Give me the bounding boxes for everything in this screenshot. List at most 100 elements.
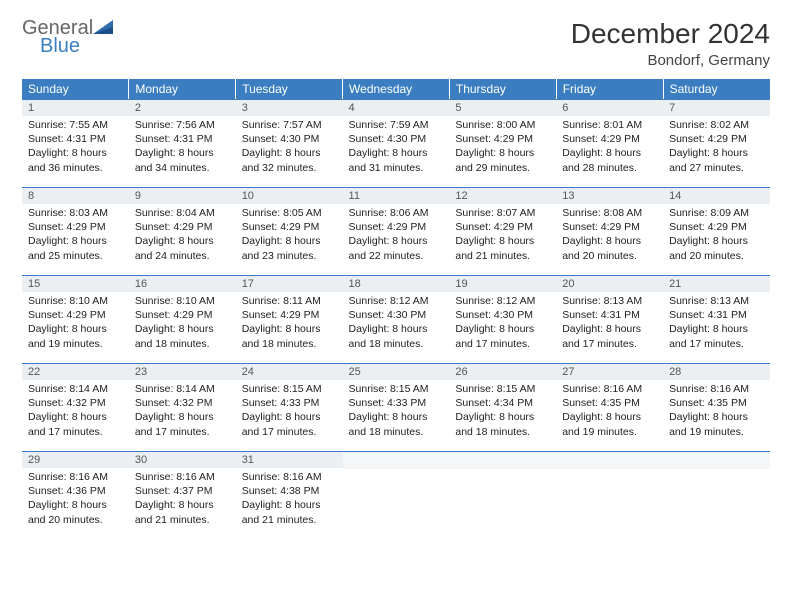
daylight-line-1: Daylight: 8 hours [669, 322, 764, 336]
logo-word-2: Blue [40, 36, 93, 56]
logo-text: General Blue [22, 18, 93, 56]
day-details: Sunrise: 8:05 AMSunset: 4:29 PMDaylight:… [236, 204, 343, 267]
day-number: 29 [22, 451, 129, 468]
day-details: Sunrise: 8:12 AMSunset: 4:30 PMDaylight:… [449, 292, 556, 355]
sunrise-line: Sunrise: 8:00 AM [455, 118, 550, 132]
daylight-line-2: and 22 minutes. [349, 249, 444, 263]
day-number: 20 [556, 275, 663, 292]
day-cell: 17Sunrise: 8:11 AMSunset: 4:29 PMDayligh… [236, 275, 343, 363]
day-cell: 13Sunrise: 8:08 AMSunset: 4:29 PMDayligh… [556, 187, 663, 275]
day-number: 1 [22, 99, 129, 116]
sunrise-line: Sunrise: 7:55 AM [28, 118, 123, 132]
day-number: 11 [343, 187, 450, 204]
daylight-line-1: Daylight: 8 hours [562, 410, 657, 424]
sunset-line: Sunset: 4:29 PM [242, 220, 337, 234]
day-cell: 15Sunrise: 8:10 AMSunset: 4:29 PMDayligh… [22, 275, 129, 363]
day-number: 15 [22, 275, 129, 292]
daylight-line-1: Daylight: 8 hours [455, 322, 550, 336]
sunrise-line: Sunrise: 8:02 AM [669, 118, 764, 132]
sunset-line: Sunset: 4:31 PM [135, 132, 230, 146]
day-header: Tuesday [236, 79, 343, 99]
sunset-line: Sunset: 4:29 PM [28, 308, 123, 322]
daylight-line-2: and 31 minutes. [349, 161, 444, 175]
day-cell: 20Sunrise: 8:13 AMSunset: 4:31 PMDayligh… [556, 275, 663, 363]
sunrise-line: Sunrise: 8:15 AM [242, 382, 337, 396]
day-details: Sunrise: 8:14 AMSunset: 4:32 PMDaylight:… [129, 380, 236, 443]
daylight-line-2: and 17 minutes. [562, 337, 657, 351]
day-number: 19 [449, 275, 556, 292]
day-number: 31 [236, 451, 343, 468]
daylight-line-1: Daylight: 8 hours [242, 146, 337, 160]
day-number: 6 [556, 99, 663, 116]
day-number: 18 [343, 275, 450, 292]
sunset-line: Sunset: 4:38 PM [242, 484, 337, 498]
day-number-empty [663, 451, 770, 469]
day-cell: 18Sunrise: 8:12 AMSunset: 4:30 PMDayligh… [343, 275, 450, 363]
sunrise-line: Sunrise: 7:56 AM [135, 118, 230, 132]
day-cell: 7Sunrise: 8:02 AMSunset: 4:29 PMDaylight… [663, 99, 770, 187]
daylight-line-1: Daylight: 8 hours [28, 410, 123, 424]
sunset-line: Sunset: 4:30 PM [455, 308, 550, 322]
day-cell: 26Sunrise: 8:15 AMSunset: 4:34 PMDayligh… [449, 363, 556, 451]
sunrise-line: Sunrise: 7:57 AM [242, 118, 337, 132]
week-row: 15Sunrise: 8:10 AMSunset: 4:29 PMDayligh… [22, 275, 770, 363]
day-cell: 11Sunrise: 8:06 AMSunset: 4:29 PMDayligh… [343, 187, 450, 275]
sunset-line: Sunset: 4:29 PM [669, 132, 764, 146]
day-cell: 16Sunrise: 8:10 AMSunset: 4:29 PMDayligh… [129, 275, 236, 363]
day-cell: 19Sunrise: 8:12 AMSunset: 4:30 PMDayligh… [449, 275, 556, 363]
day-cell: 25Sunrise: 8:15 AMSunset: 4:33 PMDayligh… [343, 363, 450, 451]
day-details: Sunrise: 8:01 AMSunset: 4:29 PMDaylight:… [556, 116, 663, 179]
daylight-line-2: and 25 minutes. [28, 249, 123, 263]
daylight-line-2: and 23 minutes. [242, 249, 337, 263]
sunset-line: Sunset: 4:29 PM [242, 308, 337, 322]
sunrise-line: Sunrise: 8:16 AM [135, 470, 230, 484]
logo-triangle-icon [93, 20, 117, 38]
day-details: Sunrise: 8:00 AMSunset: 4:29 PMDaylight:… [449, 116, 556, 179]
daylight-line-2: and 19 minutes. [669, 425, 764, 439]
sunrise-line: Sunrise: 8:06 AM [349, 206, 444, 220]
daylight-line-1: Daylight: 8 hours [242, 234, 337, 248]
day-header: Saturday [663, 79, 770, 99]
daylight-line-1: Daylight: 8 hours [562, 322, 657, 336]
sunrise-line: Sunrise: 8:16 AM [242, 470, 337, 484]
sunset-line: Sunset: 4:29 PM [562, 220, 657, 234]
title-block: December 2024 Bondorf, Germany [571, 18, 770, 69]
day-cell: 21Sunrise: 8:13 AMSunset: 4:31 PMDayligh… [663, 275, 770, 363]
daylight-line-1: Daylight: 8 hours [349, 146, 444, 160]
daylight-line-1: Daylight: 8 hours [242, 498, 337, 512]
day-header: Sunday [22, 79, 129, 99]
daylight-line-1: Daylight: 8 hours [28, 234, 123, 248]
daylight-line-1: Daylight: 8 hours [669, 410, 764, 424]
daylight-line-1: Daylight: 8 hours [135, 410, 230, 424]
sunrise-line: Sunrise: 7:59 AM [349, 118, 444, 132]
sunset-line: Sunset: 4:32 PM [135, 396, 230, 410]
sunset-line: Sunset: 4:31 PM [669, 308, 764, 322]
day-header: Friday [556, 79, 663, 99]
day-number: 7 [663, 99, 770, 116]
sunrise-line: Sunrise: 8:10 AM [28, 294, 123, 308]
day-details: Sunrise: 8:02 AMSunset: 4:29 PMDaylight:… [663, 116, 770, 179]
day-cell: 31 Sunrise: 8:16 AMSunset: 4:38 PMDayligh… [236, 451, 343, 539]
daylight-line-2: and 21 minutes. [455, 249, 550, 263]
day-number: 10 [236, 187, 343, 204]
sunset-line: Sunset: 4:35 PM [669, 396, 764, 410]
sunrise-line: Sunrise: 8:15 AM [455, 382, 550, 396]
day-header-row: SundayMondayTuesdayWednesdayThursdayFrid… [22, 79, 770, 99]
day-number: 3 [236, 99, 343, 116]
page-header: General Blue December 2024 Bondorf, Germ… [22, 18, 770, 69]
day-number: 14 [663, 187, 770, 204]
day-details: Sunrise: 8:10 AMSunset: 4:29 PMDaylight:… [22, 292, 129, 355]
day-cell: 29Sunrise: 8:16 AMSunset: 4:36 PMDayligh… [22, 451, 129, 539]
day-cell: 24Sunrise: 8:15 AMSunset: 4:33 PMDayligh… [236, 363, 343, 451]
calendar-head: SundayMondayTuesdayWednesdayThursdayFrid… [22, 79, 770, 99]
day-header: Thursday [449, 79, 556, 99]
day-cell: 9Sunrise: 8:04 AMSunset: 4:29 PMDaylight… [129, 187, 236, 275]
location-label: Bondorf, Germany [571, 52, 770, 69]
calendar-table: SundayMondayTuesdayWednesdayThursdayFrid… [22, 79, 770, 539]
day-number: 4 [343, 99, 450, 116]
daylight-line-1: Daylight: 8 hours [349, 322, 444, 336]
sunrise-line: Sunrise: 8:05 AM [242, 206, 337, 220]
sunrise-line: Sunrise: 8:14 AM [28, 382, 123, 396]
daylight-line-1: Daylight: 8 hours [349, 234, 444, 248]
sunset-line: Sunset: 4:29 PM [562, 132, 657, 146]
